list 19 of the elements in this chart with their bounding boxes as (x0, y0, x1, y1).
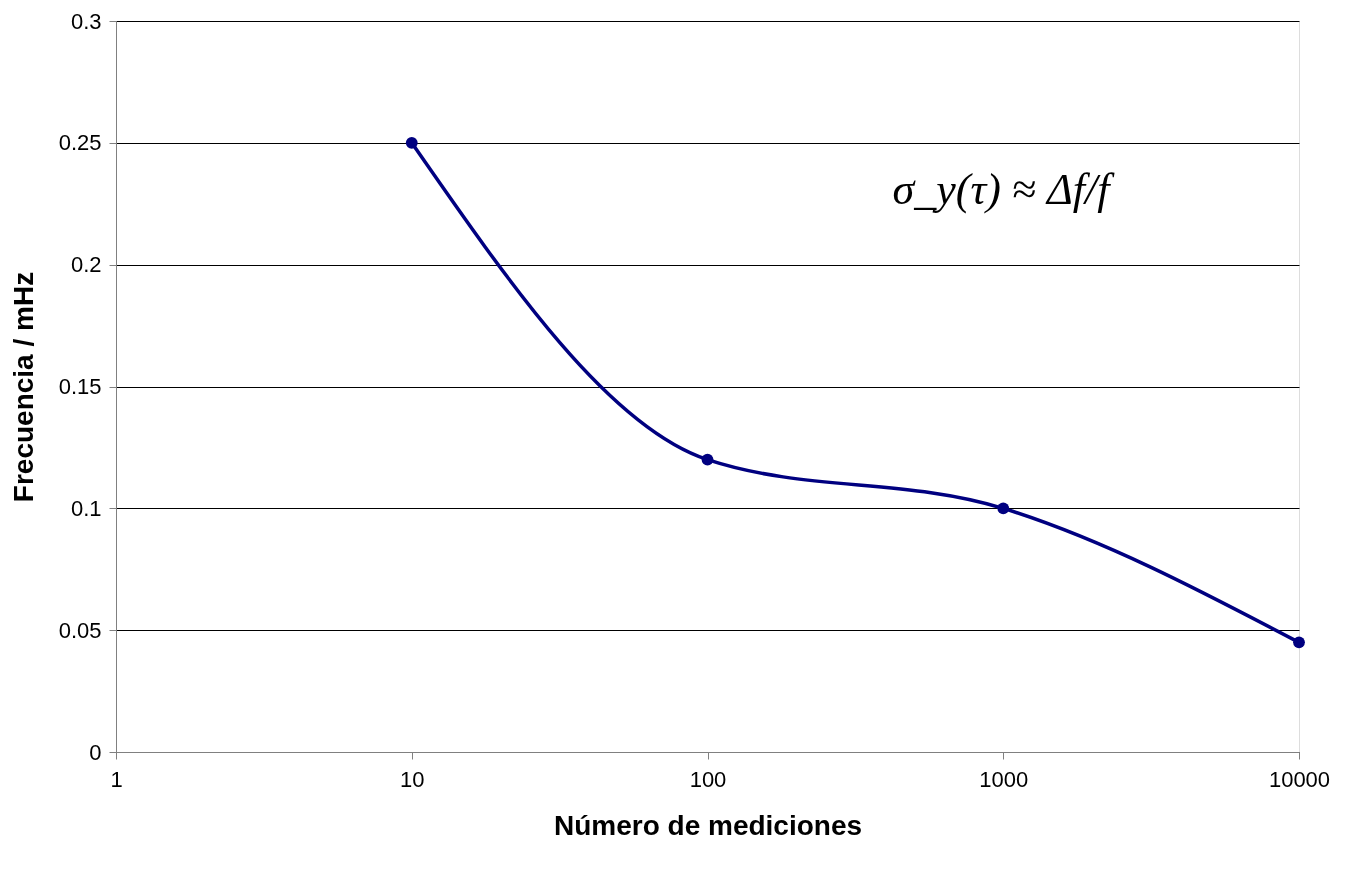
y-tick-label: 0.3 (70, 8, 102, 34)
y-tick-label: 0 (89, 739, 102, 765)
x-tick-label: 1000 (979, 766, 1029, 792)
x-tick-label: 1 (110, 766, 123, 792)
annotation: σ_y(τ) ≈ Δf/f (892, 165, 1116, 214)
x-tick-label: 10000 (1268, 766, 1331, 792)
point (997, 502, 1010, 515)
x-axis-title: Número de mediciones (553, 809, 863, 841)
y-tick-label: 0.1 (70, 495, 102, 521)
y-tick-label: 0.05 (58, 617, 102, 643)
y-tick-label: 0.15 (58, 374, 102, 399)
point (405, 136, 418, 149)
y-tick-label: 0.2 (70, 252, 102, 278)
x-tick-label: 10 (400, 766, 425, 792)
point (701, 453, 714, 466)
point (1293, 636, 1305, 649)
x-tick-label: 100 (689, 766, 727, 792)
y-axis-title: Frecuencia / mHz (7, 271, 39, 503)
y-tick-label: 0.25 (58, 130, 102, 156)
